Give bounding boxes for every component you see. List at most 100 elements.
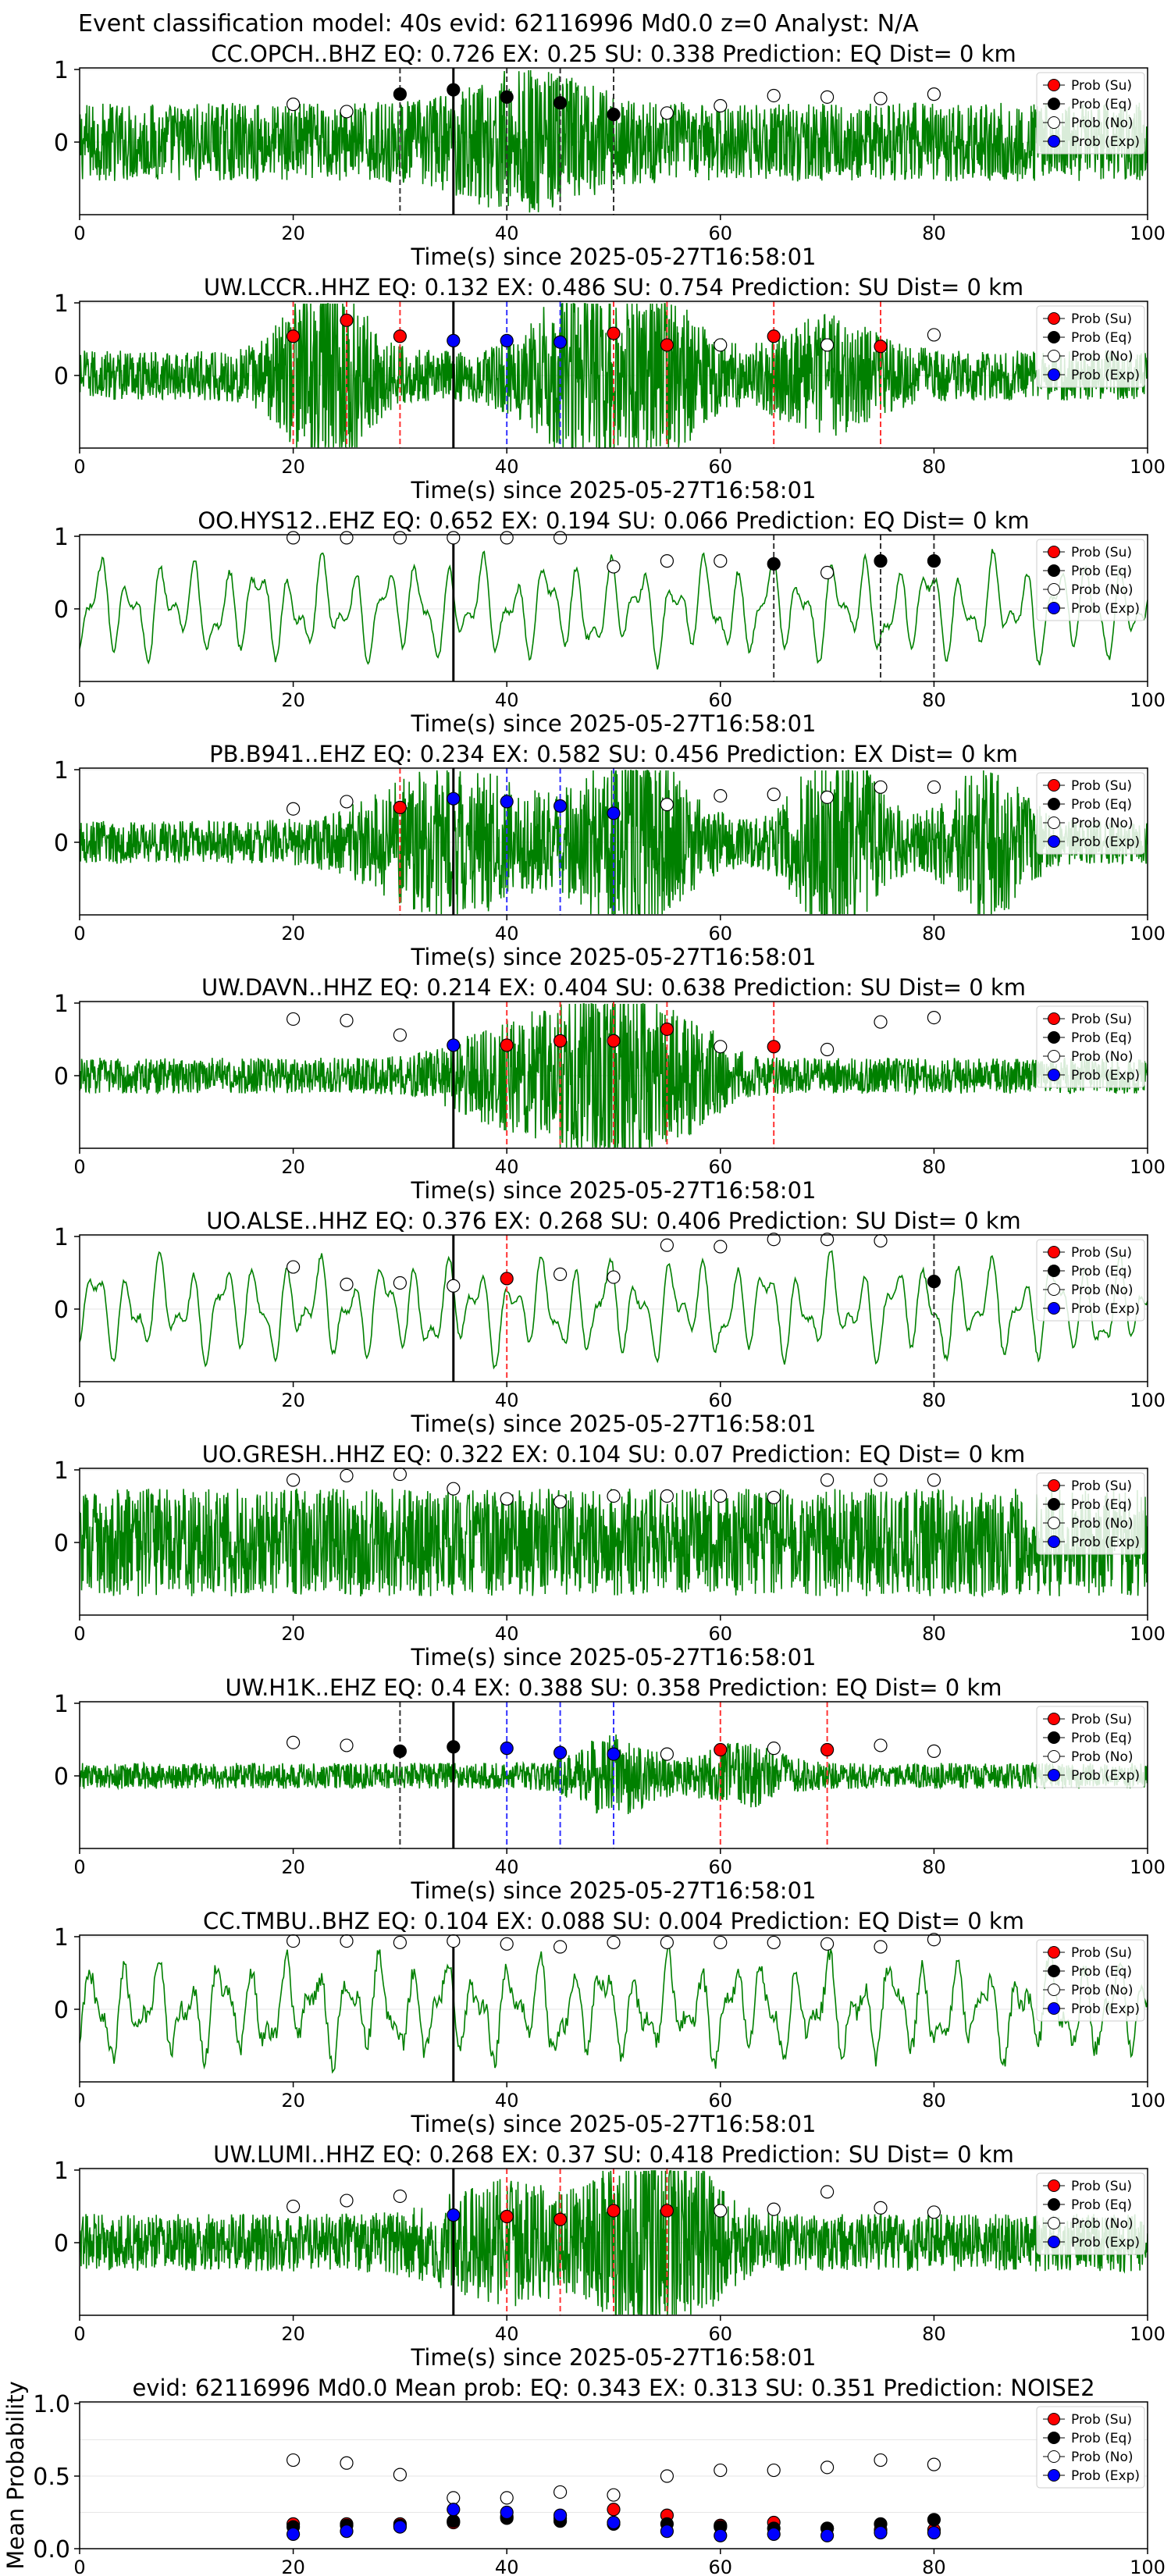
x-axis-label: Time(s) since 2025-05-27T16:58:01: [411, 944, 817, 970]
legend-marker-no: [1048, 1283, 1060, 1296]
prob-marker-no: [820, 1473, 835, 1487]
panel-title: evid: 62116996 Md0.0 Mean prob: EQ: 0.34…: [132, 2375, 1094, 2401]
x-tick-label: 40: [495, 1856, 519, 1878]
prob-marker-no: [874, 1473, 888, 1487]
prob-marker-no: [874, 1940, 888, 1954]
prob-marker-su: [553, 2212, 568, 2226]
legend-marker-exp: [1048, 1535, 1060, 1548]
x-tick-label: 80: [922, 222, 946, 244]
legend-marker-eq: [1048, 331, 1060, 343]
mean-prob-point-exp: [500, 2505, 514, 2520]
legend-marker-exp: [1048, 2236, 1060, 2248]
prob-marker-no: [393, 1276, 408, 1290]
legend-marker-exp: [1048, 2469, 1060, 2482]
prob-marker-su: [714, 1742, 728, 1757]
x-tick-label: 20: [281, 923, 305, 945]
y-tick-label: 1: [54, 57, 69, 84]
legend-box: [1036, 2406, 1145, 2489]
legend-entry-eq: Prob (Eq): [1071, 2197, 1132, 2213]
x-tick-label: 100: [1130, 1389, 1166, 1411]
legend-entry-no: Prob (No): [1071, 582, 1134, 598]
legend-marker-su: [1048, 1479, 1060, 1492]
prob-marker-no: [340, 1013, 354, 1027]
panel-title: UO.ALSE..HHZ EQ: 0.376 EX: 0.268 SU: 0.4…: [206, 1208, 1021, 1234]
legend-entry-eq: Prob (Eq): [1071, 1030, 1132, 1046]
legend-entry-su: Prob (Su): [1071, 2179, 1132, 2194]
mean-prob-point-exp: [393, 2520, 408, 2534]
prob-marker-no: [393, 2189, 408, 2204]
legend-marker-su: [1048, 1012, 1060, 1025]
panel-5: UW.DAVN..HHZ EQ: 0.214 EX: 0.404 SU: 0.6…: [54, 974, 1166, 1204]
prob-marker-eq: [447, 1740, 461, 1754]
prob-marker-no: [340, 1738, 354, 1752]
prob-marker-no: [714, 1240, 728, 1254]
panel-title: CC.TMBU..BHZ EQ: 0.104 EX: 0.088 SU: 0.0…: [203, 1908, 1024, 1934]
y-tick-label: 1: [54, 757, 69, 785]
prob-marker-exp: [447, 792, 461, 806]
seismic-trace: [80, 69, 1148, 213]
legend-marker-eq: [1048, 564, 1060, 577]
legend-entry-su: Prob (Su): [1071, 545, 1132, 560]
prob-marker-su: [660, 2204, 674, 2218]
panel-8: UW.H1K..EHZ EQ: 0.4 EX: 0.388 SU: 0.358 …: [54, 1674, 1166, 1904]
prob-marker-no: [660, 106, 674, 120]
plot-frame: [79, 301, 1148, 449]
legend-entry-no: Prob (No): [1071, 1049, 1134, 1065]
prob-marker-no: [500, 531, 514, 545]
legend-marker-no: [1048, 350, 1060, 362]
y-tick-label: 0: [54, 1063, 69, 1091]
panel-6: UO.ALSE..HHZ EQ: 0.376 EX: 0.268 SU: 0.4…: [54, 1208, 1166, 1437]
prob-marker-no: [287, 1934, 301, 1948]
x-tick-label: 100: [1130, 2323, 1166, 2345]
legend-entry-exp: Prob (Exp): [1071, 834, 1140, 850]
figure-suptitle: Event classification model: 40s evid: 62…: [78, 10, 919, 37]
legend-marker-su: [1048, 546, 1060, 558]
prob-marker-no: [447, 531, 461, 545]
legend-entry-su: Prob (Su): [1071, 2412, 1132, 2428]
x-tick-label: 0: [73, 2090, 85, 2112]
prob-marker-no: [500, 1937, 514, 1951]
legend-entry-eq: Prob (Eq): [1071, 1497, 1132, 1513]
x-tick-label: 40: [495, 2556, 519, 2576]
legend-marker-eq: [1048, 798, 1060, 810]
prob-marker-no: [393, 531, 408, 545]
legend-entry-eq: Prob (Eq): [1071, 1964, 1132, 1980]
mean-prob-point-exp: [447, 2503, 461, 2517]
prob-marker-no: [447, 1279, 461, 1293]
mean-prob-point-no: [287, 2453, 301, 2467]
prob-marker-no: [553, 531, 568, 545]
mean-prob-point-eq: [447, 2514, 461, 2528]
prob-marker-no: [927, 780, 941, 794]
x-tick-label: 100: [1130, 689, 1166, 711]
x-tick-label: 60: [709, 222, 733, 244]
x-tick-label: 60: [709, 923, 733, 945]
mean-prob-point-exp: [874, 2525, 888, 2540]
y-tick-label: 0: [54, 1297, 69, 1324]
panel-title: UW.LUMI..HHZ EQ: 0.268 EX: 0.37 SU: 0.41…: [213, 2141, 1014, 2168]
prob-marker-eq: [607, 108, 621, 122]
x-tick-label: 0: [73, 1856, 85, 1878]
legend-marker-eq: [1048, 2198, 1060, 2211]
panel-title: OO.HYS12..EHZ EQ: 0.652 EX: 0.194 SU: 0.…: [198, 507, 1029, 534]
legend-marker-eq: [1048, 1965, 1060, 1977]
legend-marker-no: [1048, 2450, 1060, 2463]
x-axis-label: Time(s) since 2025-05-27T16:58:01: [411, 1644, 817, 1670]
x-tick-label: 20: [281, 2556, 305, 2576]
prob-marker-no: [287, 1012, 301, 1026]
mean-prob-point-exp: [553, 2508, 568, 2522]
panel-4: PB.B941..EHZ EQ: 0.234 EX: 0.582 SU: 0.4…: [54, 741, 1166, 970]
x-tick-label: 40: [495, 923, 519, 945]
panel-10: UW.LUMI..HHZ EQ: 0.268 EX: 0.37 SU: 0.41…: [54, 2141, 1166, 2371]
mean-prob-point-exp: [340, 2524, 354, 2539]
x-axis-label: Time(s) since 2025-05-27T16:58:01: [411, 1177, 817, 1204]
legend-box: [1036, 1005, 1145, 1088]
legend-marker-eq: [1048, 1731, 1060, 1744]
x-tick-label: 40: [495, 1156, 519, 1178]
prob-marker-no: [340, 1468, 354, 1483]
legend-marker-eq: [1048, 2432, 1060, 2444]
x-tick-label: 20: [281, 689, 305, 711]
mean-prob-point-exp: [767, 2527, 781, 2541]
y-tick-label: 1: [54, 991, 69, 1018]
prob-marker-no: [660, 1489, 674, 1503]
